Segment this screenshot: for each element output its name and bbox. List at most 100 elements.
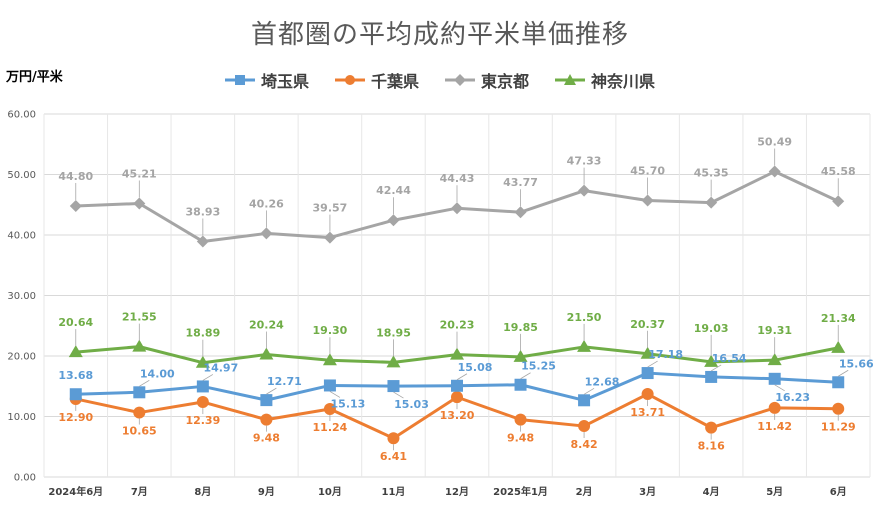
- data-point: [133, 406, 146, 419]
- data-point: [832, 402, 845, 415]
- y-tick-label: 0.00: [14, 473, 36, 484]
- x-tick-label: 7月: [131, 486, 148, 498]
- data-label: 15.08: [458, 361, 493, 374]
- x-tick-label: 8月: [194, 486, 211, 498]
- data-point: [705, 196, 718, 209]
- data-point: [513, 349, 528, 362]
- data-point: [323, 231, 336, 244]
- y-tick-label: 30.00: [7, 291, 36, 302]
- legend-swatch-circle-icon: [334, 75, 365, 85]
- data-point: [577, 339, 592, 352]
- data-point: [640, 346, 655, 359]
- data-label: 44.80: [58, 170, 93, 183]
- label-leader-line: [520, 372, 531, 380]
- x-tick-label: 12月: [445, 486, 469, 498]
- data-point: [641, 367, 654, 380]
- data-label: 9.48: [253, 432, 280, 445]
- data-label: 18.89: [185, 327, 220, 340]
- data-label: 17.18: [648, 348, 683, 361]
- x-tick-label: 2024年6月: [48, 485, 103, 498]
- legend-label: 東京都: [481, 72, 530, 91]
- x-tick-label: 3月: [639, 486, 656, 498]
- data-label: 50.49: [757, 136, 792, 149]
- data-label: 42.44: [376, 184, 411, 197]
- x-tick-label: 11月: [382, 486, 406, 498]
- data-point: [768, 372, 781, 385]
- data-point: [323, 402, 336, 415]
- data-label: 10.65: [122, 425, 157, 438]
- data-label: 12.68: [585, 375, 620, 388]
- y-axis-unit-label: 万円/平米: [6, 70, 63, 85]
- data-point: [832, 376, 845, 389]
- data-point: [69, 199, 82, 212]
- data-label: 21.50: [567, 311, 602, 324]
- data-point: [132, 339, 147, 352]
- legend-item: 埼玉県: [224, 68, 309, 92]
- label-leader-line: [266, 387, 277, 395]
- data-label: 6.41: [380, 450, 407, 463]
- data-label: 12.39: [185, 414, 220, 427]
- data-point: [196, 235, 209, 248]
- legend: 埼玉県 千葉県 東京都 神奈川県: [200, 68, 680, 92]
- data-label: 43.77: [503, 176, 538, 189]
- data-label: 14.97: [203, 361, 238, 374]
- x-tick-label: 2025年1月: [493, 485, 548, 498]
- data-label: 12.90: [58, 411, 93, 424]
- data-point: [387, 432, 400, 445]
- chart-title: 首都圏の平均成約平米単価推移: [250, 20, 629, 50]
- data-label: 12.71: [267, 375, 302, 388]
- data-point: [514, 378, 527, 391]
- data-label: 13.71: [630, 406, 665, 419]
- data-label: 45.35: [694, 167, 729, 180]
- data-point: [322, 353, 337, 366]
- data-point: [133, 197, 146, 210]
- data-point: [196, 380, 209, 393]
- data-point: [451, 202, 463, 215]
- data-point: [768, 401, 781, 414]
- data-label: 20.37: [630, 318, 665, 331]
- data-point: [260, 413, 273, 426]
- x-tick-label: 9月: [258, 486, 275, 498]
- label-leader-line: [393, 391, 404, 399]
- data-point: [259, 347, 274, 360]
- data-point: [832, 195, 845, 208]
- data-point: [767, 353, 782, 366]
- data-label: 15.13: [331, 397, 366, 410]
- legend-label: 埼玉県: [260, 72, 309, 91]
- y-tick-label: 10.00: [7, 412, 36, 423]
- data-point: [451, 379, 463, 392]
- data-label: 47.33: [567, 155, 602, 168]
- data-point: [450, 347, 464, 360]
- data-point: [578, 420, 591, 433]
- data-label: 15.03: [394, 398, 429, 411]
- data-label: 11.29: [821, 421, 856, 434]
- data-label: 18.95: [376, 326, 411, 339]
- data-point: [705, 421, 718, 434]
- data-label: 16.23: [775, 391, 810, 404]
- data-label: 45.58: [821, 165, 856, 178]
- data-label: 44.43: [440, 172, 475, 185]
- label-leader-line: [456, 373, 468, 381]
- data-label: 8.42: [571, 438, 598, 451]
- label-leader-line: [202, 374, 214, 381]
- data-label: 11.24: [313, 421, 348, 434]
- data-label: 39.57: [313, 202, 348, 215]
- data-label: 19.31: [757, 324, 792, 337]
- data-label: 20.23: [440, 319, 475, 332]
- label-leader-line: [329, 391, 341, 398]
- data-label: 21.55: [122, 311, 157, 324]
- data-point: [704, 354, 719, 367]
- label-leader-line: [139, 379, 150, 387]
- label-leader-line: [774, 384, 785, 392]
- x-tick-label: 4月: [703, 486, 720, 498]
- data-point: [196, 396, 209, 409]
- data-point: [514, 413, 527, 426]
- data-point: [68, 345, 83, 358]
- data-point: [386, 355, 401, 368]
- data-label: 19.30: [313, 324, 348, 337]
- data-label: 15.66: [839, 357, 874, 370]
- label-leader-line: [838, 369, 849, 377]
- y-tick-label: 50.00: [7, 170, 36, 181]
- legend-label: 神奈川県: [591, 72, 656, 91]
